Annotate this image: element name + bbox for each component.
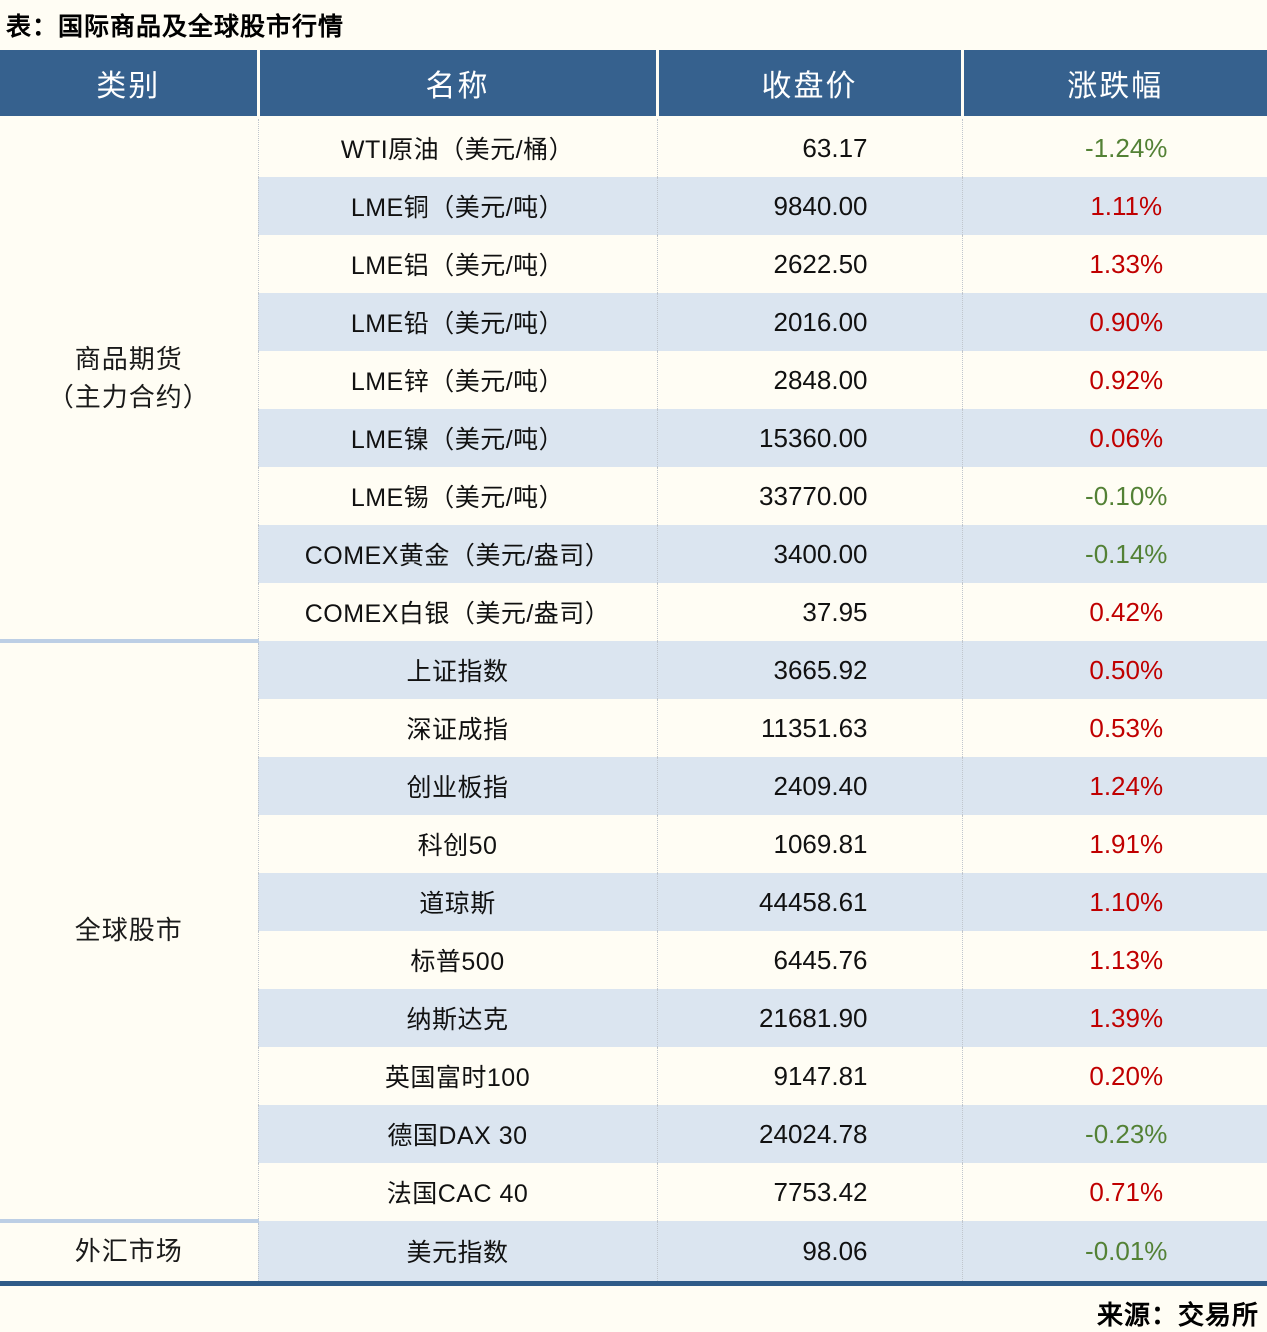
close-price-cell: 2409.40 [656,757,962,815]
name-cell: LME铅（美元/吨） [257,293,657,351]
table-row: LME锡（美元/吨） 33770.00 -0.10% [0,467,1267,525]
table-row: LME镍（美元/吨） 15360.00 0.06% [0,409,1267,467]
category-cell: 商品期货 （主力合约） [0,118,258,642]
name-cell: LME锡（美元/吨） [257,467,657,525]
change-percent-cell: -1.24% [961,117,1267,177]
name-cell: 上证指数 [257,641,657,699]
close-price-cell: 1069.81 [656,815,962,873]
category-cell: 全球股市 [0,639,258,1221]
change-percent-cell: -0.01% [961,1221,1267,1286]
table-row: 法国CAC 40 7753.42 0.71% [0,1163,1267,1221]
close-price-cell: 63.17 [656,117,962,177]
change-percent-cell: 1.39% [961,989,1267,1047]
table-title: 表：国际商品及全球股市行情 [6,13,345,41]
change-percent-cell: -0.10% [961,467,1267,525]
table-row: 商品期货 （主力合约） WTI原油（美元/桶） 63.17 -1.24% [0,117,1267,412]
name-cell: 标普500 [257,931,657,989]
close-price-cell: 37.95 [656,583,962,641]
close-price-cell: 98.06 [656,1221,962,1286]
close-price-cell: 33770.00 [656,467,962,525]
category-cell: 外汇市场 [0,1219,258,1286]
name-cell: 科创50 [257,815,657,873]
close-price-cell: 3400.00 [656,525,962,583]
table-row: 科创50 1069.81 1.91% [0,815,1267,873]
change-percent-cell: 0.53% [961,699,1267,757]
header-change: 涨跌幅 [960,50,1267,119]
table-row: 英国富时100 9147.81 0.20% [0,1047,1267,1105]
name-cell: 德国DAX 30 [257,1105,657,1163]
table-row: 标普500 6445.76 1.13% [0,931,1267,989]
change-percent-cell: 1.24% [961,757,1267,815]
change-percent-cell: 1.11% [961,177,1267,235]
close-price-cell: 24024.78 [656,1105,962,1163]
name-cell: 英国富时100 [257,1047,657,1105]
name-cell: LME镍（美元/吨） [257,409,657,467]
header-category: 类别 [0,50,258,119]
close-price-cell: 11351.63 [656,699,962,757]
change-percent-cell: 0.50% [961,641,1267,699]
change-percent-cell: 1.10% [961,873,1267,931]
header-close: 收盘价 [655,50,962,119]
close-price-cell: 2848.00 [656,351,962,409]
name-cell: 深证成指 [257,699,657,757]
close-price-cell: 2016.00 [656,293,962,351]
name-cell: LME铝（美元/吨） [257,235,657,293]
table-row: LME铜（美元/吨） 9840.00 1.11% [0,177,1267,235]
close-price-cell: 44458.61 [656,873,962,931]
name-cell: 美元指数 [257,1221,657,1286]
table-body: 商品期货 （主力合约） WTI原油（美元/桶） 63.17 -1.24% LME铜（美元/… [0,117,1267,1286]
name-cell: WTI原油（美元/桶） [257,117,657,177]
change-percent-cell: 0.06% [961,409,1267,467]
change-percent-cell: 0.90% [961,293,1267,351]
table-row: 深证成指 11351.63 0.53% [0,699,1267,757]
change-percent-cell: 0.20% [961,1047,1267,1105]
name-cell: LME铜（美元/吨） [257,177,657,235]
change-percent-cell: 1.13% [961,931,1267,989]
table-row: LME铝（美元/吨） 2622.50 1.33% [0,235,1267,293]
table-row: 道琼斯 44458.61 1.10% [0,873,1267,931]
table-row: 纳斯达克 21681.90 1.39% [0,989,1267,1047]
category-line: （主力合约） [47,382,210,412]
category-line: 全球股市 [74,915,183,946]
change-percent-cell: -0.23% [961,1105,1267,1163]
header-name: 名称 [256,50,657,119]
name-cell: COMEX黄金（美元/盎司） [257,525,657,583]
close-price-cell: 9147.81 [656,1047,962,1105]
change-percent-cell: 0.71% [961,1163,1267,1221]
name-cell: LME锌（美元/吨） [257,351,657,409]
change-percent-cell: 0.92% [961,351,1267,409]
name-cell: 创业板指 [257,757,657,815]
change-percent-cell: 1.91% [961,815,1267,873]
table-row: COMEX白银（美元/盎司） 37.95 0.42% [0,583,1267,641]
table-row: LME锌（美元/吨） 2848.00 0.92% [0,351,1267,409]
close-price-cell: 7753.42 [656,1163,962,1221]
name-cell: 道琼斯 [257,873,657,931]
table-row: 创业板指 2409.40 1.24% [0,757,1267,815]
quotes-table: 类别 名称 收盘价 涨跌幅 商品期货 （主力合约） WTI原油（美元/桶） 63.17… [0,50,1267,1286]
table-row: COMEX黄金（美元/盎司） 3400.00 -0.14% [0,525,1267,583]
name-cell: COMEX白银（美元/盎司） [257,583,657,641]
close-price-cell: 21681.90 [656,989,962,1047]
change-percent-cell: -0.14% [961,525,1267,583]
change-percent-cell: 1.33% [961,235,1267,293]
table-row: 德国DAX 30 24024.78 -0.23% [0,1105,1267,1163]
close-price-cell: 6445.76 [656,931,962,989]
close-price-cell: 2622.50 [656,235,962,293]
category-line: 外汇市场 [74,1236,183,1267]
close-price-cell: 9840.00 [656,177,962,235]
table-row: 外汇市场 美元指数 98.06 -0.01% [0,1219,1267,1286]
header-row: 类别 名称 收盘价 涨跌幅 [0,50,1267,119]
table-row: 全球股市 上证指数 3665.92 0.50% [0,639,1267,1221]
table-row: LME铅（美元/吨） 2016.00 0.90% [0,293,1267,351]
table-header: 类别 名称 收盘价 涨跌幅 [0,50,1267,119]
source-note: 来源：交易所 [1096,1300,1259,1330]
category-line: 商品期货 [74,344,183,375]
close-price-cell: 15360.00 [656,409,962,467]
name-cell: 纳斯达克 [257,989,657,1047]
close-price-cell: 3665.92 [656,641,962,699]
name-cell: 法国CAC 40 [257,1163,657,1221]
change-percent-cell: 0.42% [961,583,1267,641]
